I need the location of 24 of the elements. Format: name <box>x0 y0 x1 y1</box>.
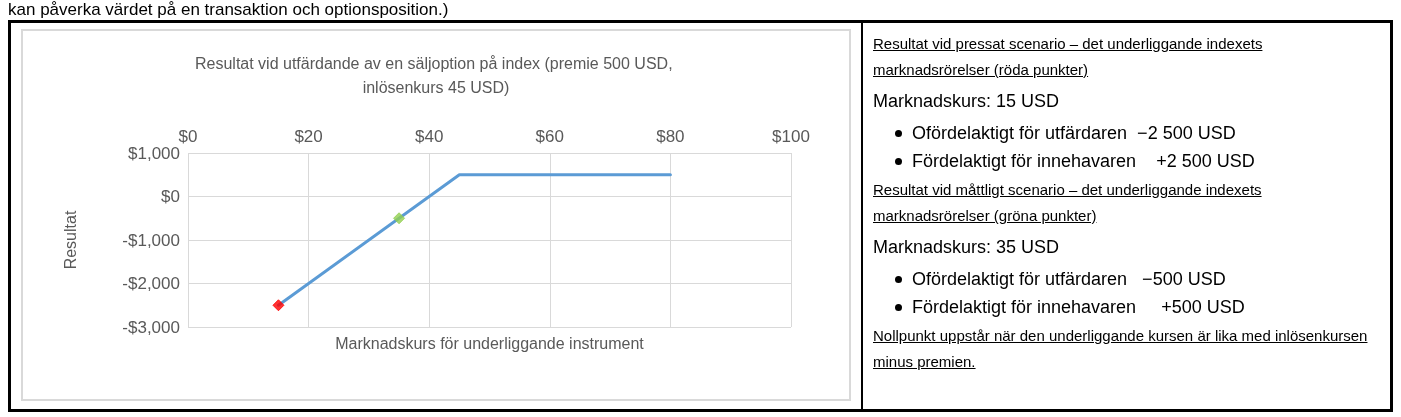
x-tick-label: $20 <box>294 127 323 146</box>
text: Fördelaktigt för innehavaren +500 USD <box>912 296 1245 319</box>
x-tick-label: $60 <box>535 127 564 146</box>
y-tick-label: -$1,000 <box>122 230 180 250</box>
y-tick-label: -$2,000 <box>122 274 180 293</box>
y-tick-label: $1,000 <box>128 143 180 163</box>
x-tick-label: $80 <box>656 127 685 146</box>
text: Marknadskurs: 15 USD <box>873 90 1061 113</box>
y-tick-label: -$3,000 <box>122 317 180 337</box>
text: Nollpunkt uppstår när den underliggande kursen är lika med inlösenkursen minus premien. <box>873 326 1369 372</box>
text: Marknadskurs: 35 USD <box>873 236 1061 259</box>
x-tick-label: $40 <box>415 127 444 146</box>
text: Ofördelaktigt för utfärdaren −500 USD <box>912 268 1226 291</box>
y-tick-label: $0 <box>161 187 180 206</box>
x-axis-title: Marknadskurs för underliggande instrument <box>335 334 645 352</box>
text: Resultat vid måttligt scenario – det underliggande indexets marknadsrörelser (gröna punkter) <box>873 180 1263 226</box>
text: Ofördelaktigt för utfärdaren −2 500 USD <box>912 122 1236 145</box>
text: kan påverka värdet på en transaktion och optionsposition.) <box>8 0 450 20</box>
text: Resultat vid pressat scenario – det underliggande indexets marknadsrörelser (röda punkter) <box>873 34 1264 80</box>
y-axis-title: Resultat <box>61 210 79 270</box>
chart-title: Resultat vid utfärdande av en säljoption på index (premie 500 USD, inlösenkurs 45 USD) <box>194 54 678 96</box>
x-tick-label: $100 <box>772 127 810 146</box>
x-tick-label: $0 <box>178 127 198 146</box>
text: Fördelaktigt för innehavaren +2 500 USD <box>912 150 1255 173</box>
